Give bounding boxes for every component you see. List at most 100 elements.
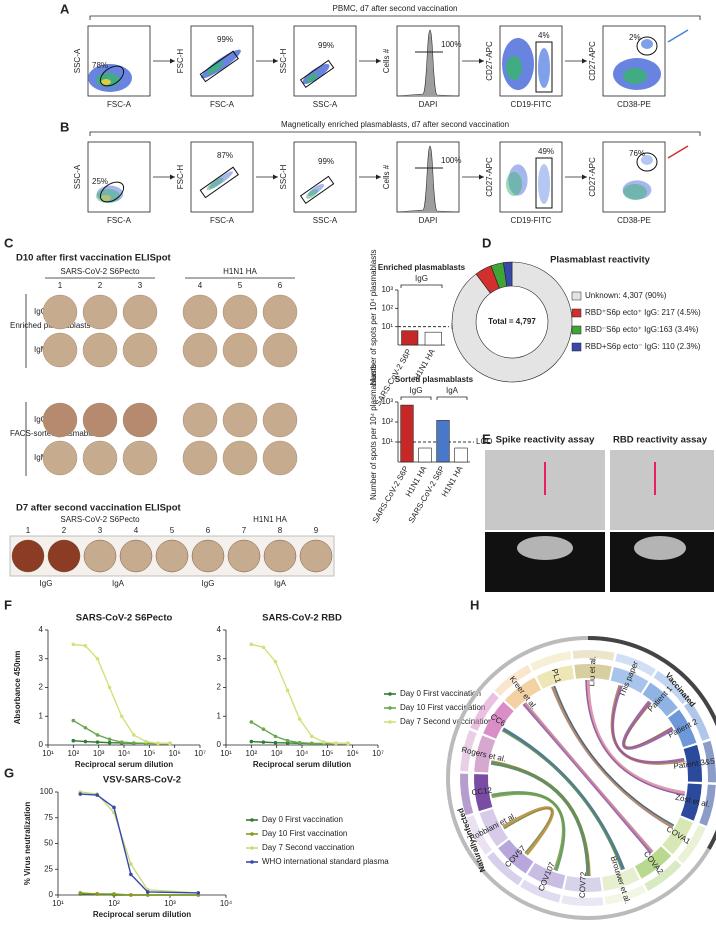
density bbox=[538, 164, 550, 204]
ring-segment bbox=[610, 666, 649, 694]
y-tick-label: 10¹ bbox=[381, 437, 393, 446]
bar bbox=[400, 404, 414, 463]
ring-segment bbox=[504, 677, 542, 710]
gate-label: 100% bbox=[441, 156, 461, 165]
point bbox=[273, 734, 278, 739]
axis-label: CD27-APC bbox=[588, 157, 597, 197]
panel-label: F bbox=[4, 597, 12, 612]
highlight-arrow bbox=[667, 29, 689, 43]
well bbox=[42, 294, 78, 330]
ring-segment bbox=[520, 879, 561, 903]
well-number: 1 bbox=[58, 281, 63, 290]
point bbox=[196, 891, 201, 895]
point bbox=[261, 645, 266, 650]
density bbox=[641, 39, 653, 49]
ring-segment bbox=[601, 867, 640, 891]
point bbox=[107, 740, 112, 745]
legend-label: RBD⁻S6p ecto⁺ IgG:163 (3.4%) bbox=[585, 325, 699, 334]
well-number: 3 bbox=[98, 526, 103, 535]
group-bracket bbox=[400, 284, 443, 288]
point bbox=[71, 718, 76, 723]
legend-label: WHO international standard plasma bbox=[262, 857, 389, 866]
signal bbox=[517, 536, 573, 560]
signal bbox=[634, 536, 686, 560]
plot-frame bbox=[293, 141, 357, 213]
y-tick-label: 0 bbox=[49, 890, 54, 899]
point bbox=[322, 740, 326, 744]
x-tick-label: 10⁴ bbox=[220, 899, 233, 908]
legend-label: Day 7 Second vaccination bbox=[262, 843, 355, 852]
well bbox=[222, 332, 258, 368]
density bbox=[538, 48, 550, 88]
ring-segment bbox=[683, 701, 710, 741]
y-tick-label: 100 bbox=[40, 787, 54, 796]
chart-title: VSV-SARS-CoV-2 bbox=[103, 775, 181, 786]
point bbox=[309, 734, 314, 739]
point bbox=[112, 892, 116, 896]
point bbox=[95, 793, 99, 797]
legend-label: Day 0 First vaccination bbox=[262, 815, 343, 824]
plot-frame bbox=[190, 25, 254, 97]
axis-label: DAPI bbox=[419, 216, 438, 225]
point bbox=[285, 688, 290, 693]
point bbox=[285, 738, 290, 743]
x-tick-label: 10² bbox=[68, 749, 80, 758]
panel-label: D bbox=[482, 235, 491, 250]
plot-frame bbox=[499, 25, 563, 97]
panel-label: G bbox=[4, 765, 14, 780]
axis-label: FSC-A bbox=[107, 100, 132, 109]
x-tick-label: 10⁶ bbox=[169, 749, 181, 758]
highlight-arrow bbox=[667, 145, 689, 159]
y-label: % Virus neutralization bbox=[23, 802, 32, 886]
legend-marker bbox=[250, 846, 254, 850]
y-label: Number of spots per 10⁴ plasmablasts bbox=[369, 364, 378, 500]
chart-title: Plasmablast reactivity bbox=[550, 255, 651, 266]
point bbox=[156, 741, 160, 746]
axis-label: Cells # bbox=[382, 48, 391, 73]
y-tick-label: 4 bbox=[39, 625, 44, 634]
x-tick-label: 10⁵ bbox=[321, 749, 333, 758]
chord bbox=[502, 806, 555, 856]
point bbox=[95, 656, 100, 661]
bar bbox=[418, 447, 432, 463]
group-label: IgG bbox=[410, 386, 423, 395]
density bbox=[101, 79, 111, 85]
axis-label: DAPI bbox=[419, 100, 438, 109]
gate-label: 99% bbox=[318, 41, 334, 50]
gate bbox=[99, 181, 125, 203]
density bbox=[641, 155, 653, 165]
axis-label: CD27-APC bbox=[485, 41, 494, 81]
well bbox=[262, 294, 298, 330]
x-tick-label: 10³ bbox=[93, 749, 105, 758]
y-tick-label: 1 bbox=[39, 711, 44, 720]
panel-label: A bbox=[60, 1, 70, 16]
well bbox=[82, 332, 118, 368]
plot-frame bbox=[87, 141, 151, 213]
section-title: D7 after second vaccination ELISpot bbox=[16, 503, 182, 514]
arrow-head bbox=[479, 58, 484, 64]
legend-label: Unknown: 4,307 (90%) bbox=[585, 291, 667, 300]
isotype-label: IgA bbox=[112, 579, 125, 588]
ring-segment bbox=[662, 817, 693, 855]
ring-segment bbox=[653, 670, 689, 705]
well-number: 2 bbox=[98, 281, 103, 290]
density bbox=[506, 172, 522, 196]
lod-label: LOD bbox=[476, 437, 493, 446]
point bbox=[78, 891, 83, 895]
point bbox=[95, 740, 100, 744]
ring-segment bbox=[460, 773, 474, 816]
legend-swatch bbox=[571, 342, 582, 352]
well bbox=[191, 539, 225, 573]
segment-label: CC12 bbox=[471, 786, 493, 798]
well bbox=[42, 440, 78, 476]
group-bracket bbox=[436, 396, 468, 400]
legend-swatch bbox=[571, 308, 582, 318]
legend-marker bbox=[250, 832, 254, 836]
gate bbox=[636, 152, 658, 172]
ring-segment bbox=[564, 875, 602, 893]
plot-frame bbox=[87, 25, 151, 97]
x-tick-label: 10² bbox=[246, 749, 258, 758]
chord bbox=[502, 727, 625, 871]
section-title: D10 after first vaccination ELISpot bbox=[16, 253, 172, 264]
well bbox=[11, 539, 45, 573]
